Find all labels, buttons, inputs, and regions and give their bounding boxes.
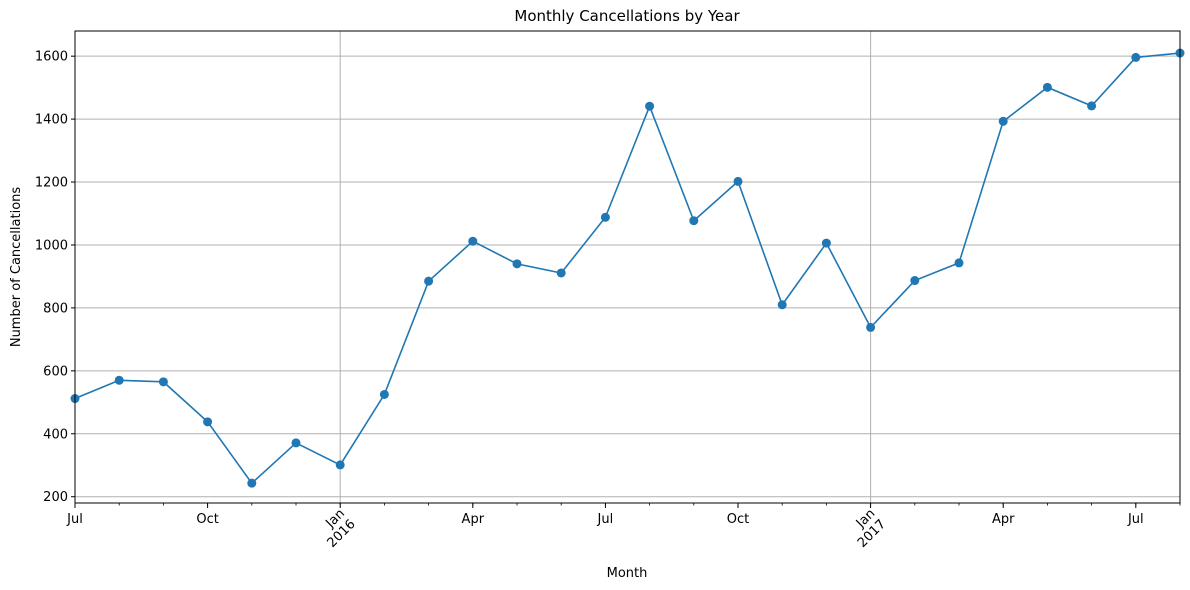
data-point (379, 389, 389, 399)
y-tick-label: 1000 (35, 238, 68, 253)
data-point (247, 478, 257, 488)
y-tick-label: 1400 (35, 113, 68, 128)
data-point (910, 276, 920, 286)
y-tick-label: 1200 (35, 176, 68, 191)
data-point (733, 176, 743, 186)
data-point (158, 377, 168, 387)
data-point (821, 238, 831, 248)
x-tick-label: Oct (196, 512, 218, 527)
chart-title: Monthly Cancellations by Year (514, 7, 740, 25)
data-point (1042, 82, 1052, 92)
data-point (954, 258, 964, 268)
data-point (689, 216, 699, 226)
data-point (866, 322, 876, 332)
x-tick-label: Oct (727, 512, 749, 527)
x-tick-label: Apr (992, 512, 1015, 527)
data-point (998, 116, 1008, 126)
x-tick-label: Apr (462, 512, 485, 527)
data-point (424, 276, 434, 286)
data-point (512, 259, 522, 269)
series (70, 48, 1185, 488)
data-point (468, 236, 478, 246)
data-point (203, 417, 213, 427)
data-point (1131, 52, 1141, 62)
data-point (645, 101, 655, 111)
y-axis-label: Number of Cancellations (9, 187, 24, 348)
data-point (556, 268, 566, 278)
data-point (600, 212, 610, 222)
y-tick-label: 800 (43, 301, 68, 316)
y-tick-label: 600 (43, 364, 68, 379)
y-tick-label: 400 (43, 427, 68, 442)
y-tick-label: 200 (43, 490, 68, 505)
x-axis-label: Month (607, 566, 648, 581)
data-point (1087, 101, 1097, 111)
x-tick-label: Jul (597, 512, 614, 527)
plot-frame (74, 30, 1181, 504)
axes: 200 400 600 800 1000 1200 1400 1600 Jul Oct Jan201… (35, 50, 1181, 551)
grid (75, 31, 1180, 503)
x-tick-label: Jul (66, 512, 83, 527)
x-tick-label: Jul (1127, 512, 1144, 527)
data-point (291, 438, 301, 448)
y-tick-label: 1600 (35, 50, 68, 65)
data-point (777, 300, 787, 310)
series-line (74, 52, 1181, 485)
data-point (114, 375, 124, 385)
data-point (335, 460, 345, 470)
